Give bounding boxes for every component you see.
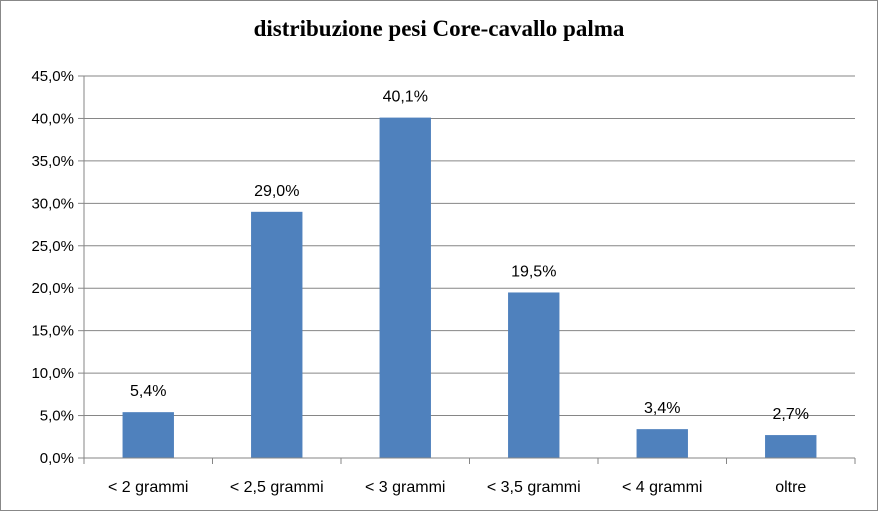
y-tick-labels: 0,0% 5,0% 10,0% 15,0% 20,0% 25,0% 30,0% 35,0% 40… — [31, 68, 74, 467]
bar — [122, 412, 174, 458]
y-tick-label: 45,0% — [31, 68, 74, 85]
bars — [122, 117, 817, 459]
bar — [765, 435, 817, 458]
bar — [251, 211, 303, 458]
y-tick-label: 20,0% — [31, 280, 74, 297]
x-tick-label: < 2 grammi — [108, 479, 188, 496]
y-tick-label: 0,0% — [40, 450, 74, 467]
data-labels: 5,4% 29,0% 40,1% 19,5% 3,4% 2,7% — [130, 89, 809, 423]
chart-title: distribuzione pesi Core-cavallo palma — [253, 16, 625, 41]
x-tick-label: < 3,5 grammi — [487, 479, 581, 496]
data-label: 19,5% — [511, 263, 556, 280]
x-tick-label: oltre — [775, 479, 806, 496]
bar — [636, 429, 688, 458]
y-tick-label: 25,0% — [31, 238, 74, 255]
data-label: 2,7% — [773, 406, 809, 423]
bar — [508, 292, 560, 458]
data-label: 3,4% — [644, 400, 680, 417]
data-label: 29,0% — [254, 183, 299, 200]
x-tick-label: < 2,5 grammi — [230, 479, 324, 496]
x-tick-labels: < 2 grammi < 2,5 grammi < 3 grammi < 3,5 gr… — [108, 479, 806, 496]
axes — [78, 75, 856, 464]
x-tick-label: < 4 grammi — [622, 479, 702, 496]
y-tick-label: 35,0% — [31, 153, 74, 170]
y-tick-label: 40,0% — [31, 110, 74, 127]
data-label: 5,4% — [130, 383, 166, 400]
y-tick-label: 30,0% — [31, 195, 74, 212]
gridlines — [84, 75, 855, 417]
x-tick-label: < 3 grammi — [365, 479, 445, 496]
y-tick-label: 10,0% — [31, 365, 74, 382]
data-label: 40,1% — [383, 89, 428, 106]
y-tick-label: 15,0% — [31, 323, 74, 340]
y-tick-label: 5,0% — [40, 408, 74, 425]
bar — [379, 117, 431, 459]
